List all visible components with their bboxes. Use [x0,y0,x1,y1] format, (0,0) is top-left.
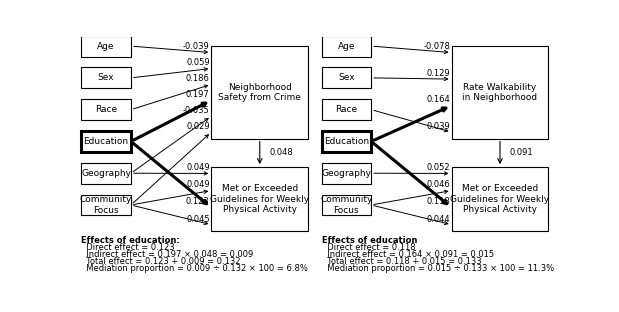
Text: Community
Focus: Community Focus [80,195,132,215]
Text: 0.059: 0.059 [186,58,210,67]
Text: Neighborhood
Safety from Crime: Neighborhood Safety from Crime [219,83,301,102]
Text: Effects of education:: Effects of education: [81,236,180,245]
Bar [321,99,371,120]
Text: 0.197: 0.197 [186,90,210,99]
Text: 0.045: 0.045 [186,215,210,223]
Text: Race: Race [335,105,357,114]
Bar [321,36,371,56]
Text: 0.029: 0.029 [186,122,210,131]
Text: Indirect effect = 0.164 × 0.091 = 0.015: Indirect effect = 0.164 × 0.091 = 0.015 [321,250,494,259]
Bar [321,131,371,152]
Bar [451,167,548,231]
Text: Direct effect = 0.118: Direct effect = 0.118 [321,243,415,252]
Text: 0.186: 0.186 [186,74,210,83]
Text: Age: Age [337,41,355,51]
Bar [81,195,131,215]
Text: Geography: Geography [321,169,371,178]
Text: 0.129: 0.129 [426,69,450,78]
Text: Mediation proportion = 0.015 ÷ 0.133 × 100 = 11.3%: Mediation proportion = 0.015 ÷ 0.133 × 1… [321,265,553,273]
Text: 0.091: 0.091 [509,148,533,157]
Bar [451,46,548,139]
Bar [321,163,371,184]
Bar [81,36,131,56]
Text: Geography: Geography [81,169,131,178]
Text: Education: Education [324,137,369,146]
Bar [211,167,308,231]
Text: -0.078: -0.078 [423,42,450,51]
Text: 0.118: 0.118 [426,197,450,207]
Text: 0.123: 0.123 [186,197,210,207]
Text: Age: Age [97,41,115,51]
Text: Mediation proportion = 0.009 ÷ 0.132 × 100 = 6.8%: Mediation proportion = 0.009 ÷ 0.132 × 1… [81,265,308,273]
Text: Community
Focus: Community Focus [320,195,373,215]
Text: Direct effect = 0.123: Direct effect = 0.123 [81,243,175,252]
Text: 0.052: 0.052 [426,163,450,172]
Text: Sex: Sex [338,73,355,82]
Text: Total effect = 0.118 + 0.015 = 0.133: Total effect = 0.118 + 0.015 = 0.133 [321,257,481,266]
Text: 0.049: 0.049 [186,163,210,172]
Text: Rate Walkability
in Neighborhood: Rate Walkability in Neighborhood [462,83,537,102]
Bar [321,195,371,215]
Text: 0.049: 0.049 [186,180,210,189]
Text: -0.035: -0.035 [183,106,210,115]
Text: Sex: Sex [98,73,115,82]
Text: Met or Exceeded
Guidelines for Weekly
Physical Activity: Met or Exceeded Guidelines for Weekly Ph… [210,184,310,214]
Text: Education: Education [84,137,129,146]
Text: 0.044: 0.044 [426,215,450,223]
Text: Total effect = 0.123 + 0.009 = 0.132: Total effect = 0.123 + 0.009 = 0.132 [81,257,241,266]
Bar [81,67,131,88]
Text: 0.046: 0.046 [426,180,450,189]
Text: Effects of education: Effects of education [321,236,417,245]
Bar [211,46,308,139]
Bar [81,163,131,184]
Text: Race: Race [95,105,117,114]
Text: Met or Exceeded
Guidelines for Weekly
Physical Activity: Met or Exceeded Guidelines for Weekly Ph… [451,184,550,214]
Text: Indirect effect = 0.197 × 0.048 = 0.009: Indirect effect = 0.197 × 0.048 = 0.009 [81,250,254,259]
Text: 0.164: 0.164 [426,95,450,105]
Text: 0.048: 0.048 [269,148,293,157]
Text: -0.039: -0.039 [183,42,210,51]
Bar [81,99,131,120]
Text: 0.039: 0.039 [426,122,450,131]
Bar [81,131,131,152]
Bar [321,67,371,88]
